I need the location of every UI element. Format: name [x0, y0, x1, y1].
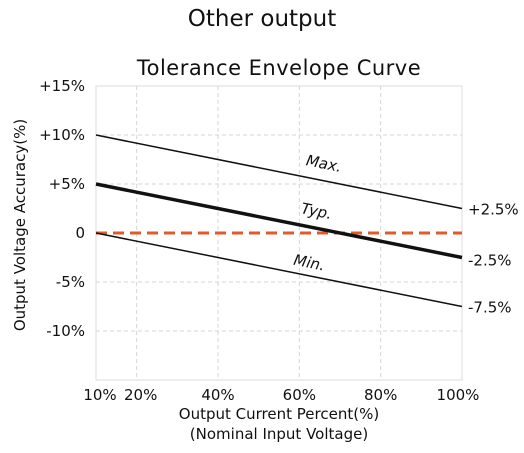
y-tick-label: +5% — [49, 175, 85, 193]
y-tick-label: -10% — [46, 322, 85, 340]
x-tick-label: 40% — [201, 386, 234, 404]
tick-labels: 10% 20% 40% 60% 80% 100% +15% +10% +5% 0 -5% -10% — [39, 77, 479, 404]
x-axis-sublabel: (Nominal Input Voltage) — [189, 425, 369, 443]
x-tick-label: 80% — [364, 386, 397, 404]
x-tick-label: 60% — [283, 386, 316, 404]
header-title: Other output — [187, 6, 337, 32]
y-tick-label: +10% — [39, 126, 85, 144]
series-end-label: -7.5% — [468, 299, 512, 317]
x-axis-label-block: Output Current Percent(%) (Nominal Input… — [96, 404, 462, 444]
series-line-max — [95, 134, 463, 210]
y-tick-label: 0 — [75, 224, 85, 242]
series-label: Min. — [292, 251, 326, 275]
series-label: Typ. — [300, 199, 334, 223]
chart-title: Tolerance Envelope Curve — [136, 56, 422, 80]
x-axis-label: Output Current Percent(%) — [178, 405, 380, 423]
series-line-min — [95, 232, 463, 308]
y-axis-label: Output Voltage Accuracy(%) — [11, 118, 29, 332]
x-tick-label: 10% — [83, 386, 116, 404]
x-tick-label: 20% — [124, 386, 157, 404]
grid — [96, 86, 462, 380]
series-line-typ — [95, 182, 463, 260]
x-tick-label: 100% — [437, 386, 480, 404]
y-tick-label: +15% — [39, 77, 85, 95]
series-end-label: +2.5% — [468, 201, 519, 219]
y-tick-label: -5% — [56, 273, 85, 291]
series-end-label: -2.5% — [468, 252, 512, 270]
series-group: Max.+2.5%Typ.-2.5%Min.-7.5% — [95, 134, 519, 317]
